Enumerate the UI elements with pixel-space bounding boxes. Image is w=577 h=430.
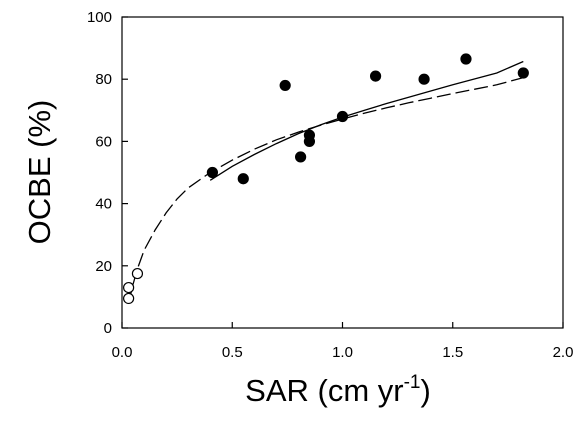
filled-data-point	[369, 70, 382, 82]
x-tick-label: 2.0	[553, 344, 574, 361]
y-tick-label: 40	[95, 196, 112, 213]
y-tick-label: 60	[95, 133, 112, 150]
x-axis-ticks: 0.0 0.5 1.0 1.5 2.0	[112, 322, 574, 361]
filled-data-point	[303, 135, 316, 147]
filled-data-point	[279, 79, 291, 92]
y-tick-label: 0	[104, 320, 112, 337]
filled-data-point	[295, 151, 307, 163]
x-tick-label: 1.0	[332, 344, 353, 361]
y-axis-ticks: 0 20 40 60 80 100	[87, 9, 128, 337]
dashed-fit-line	[127, 76, 524, 304]
y-axis-label: OCBE (%)	[22, 100, 57, 245]
y-tick-label: 20	[95, 258, 112, 275]
filled-data-point	[418, 73, 430, 85]
filled-data-point	[336, 110, 349, 123]
open-data-point	[123, 281, 135, 294]
x-tick-label: 0.5	[222, 344, 243, 361]
solid-fit-line	[209, 60, 524, 181]
open-data-point	[123, 292, 135, 305]
plot-area	[121, 16, 564, 329]
plot-frame	[121, 16, 564, 329]
y-tick-label: 80	[95, 71, 112, 88]
filled-data-point	[206, 166, 219, 179]
x-axis-label-close: )	[421, 373, 431, 408]
x-tick-label: 1.5	[442, 344, 463, 361]
y-tick-label: 100	[87, 9, 112, 26]
filled-data-point	[460, 53, 472, 65]
filled-data-point	[517, 67, 529, 79]
x-axis-label: SAR (cm yr-1)	[245, 372, 431, 408]
x-axis-label-superscript: -1	[404, 372, 421, 393]
data-points	[123, 53, 529, 305]
x-tick-label: 0.0	[112, 344, 133, 361]
open-data-point	[131, 267, 144, 280]
fit-lines	[127, 60, 524, 304]
x-axis-label-main: SAR (cm yr	[245, 373, 403, 408]
filled-data-point	[237, 173, 249, 185]
